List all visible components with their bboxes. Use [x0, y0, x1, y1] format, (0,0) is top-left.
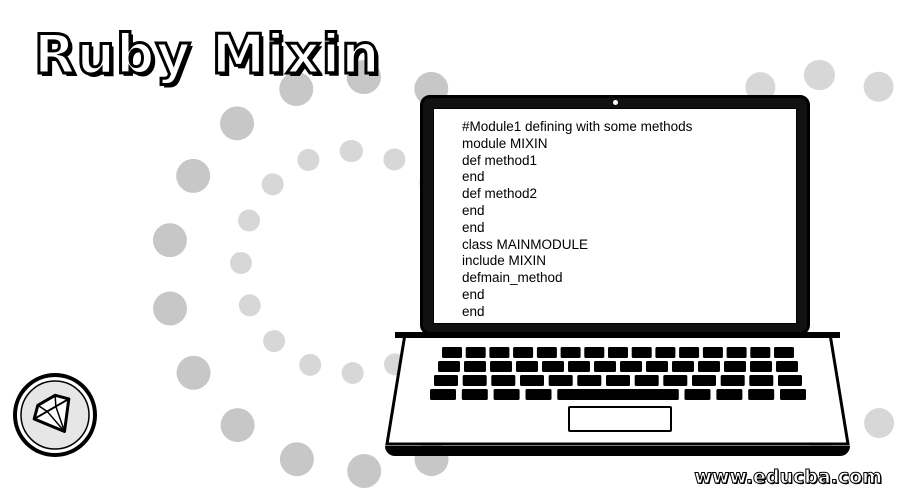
- laptop-base-edge: [385, 446, 850, 456]
- keyboard-key: [594, 361, 616, 372]
- keyboard-key: [750, 361, 772, 372]
- webcam-icon: [613, 100, 618, 105]
- keyboard-key: [720, 375, 745, 386]
- keyboard-key: [516, 361, 538, 372]
- keyboard-key: [542, 361, 564, 372]
- keyboard-key: [608, 347, 628, 358]
- keyboard-key: [520, 375, 544, 386]
- keyboard-key: [655, 347, 676, 358]
- keyboard-key: [780, 389, 806, 400]
- keyboard-key: [750, 347, 771, 358]
- keyboard-key: [646, 361, 668, 372]
- keyboard-key: [489, 347, 510, 358]
- code-line: include MIXIN: [462, 253, 547, 269]
- keyboard-key: [568, 361, 590, 372]
- keyboard-key: [631, 347, 652, 358]
- keyboard-key: [634, 375, 659, 386]
- keyboard-key: [434, 375, 458, 386]
- keyboard-key: [548, 375, 573, 386]
- keyboard-key: [536, 347, 557, 358]
- keyboard-key: [778, 375, 802, 386]
- laptop-touchpad: [568, 406, 672, 432]
- keyboard-key: [461, 389, 488, 400]
- keyboard-key: [464, 361, 486, 372]
- keyboard-key: [749, 375, 774, 386]
- code-line: module MIXIN: [462, 135, 548, 151]
- code-line: end: [462, 202, 485, 218]
- keyboard-key: [748, 389, 775, 400]
- code-line: end: [462, 286, 485, 302]
- keyboard-key: [438, 361, 460, 372]
- keyboard-key: [684, 389, 711, 400]
- keyboard-key: [584, 347, 605, 358]
- keyboard-key: [442, 347, 462, 358]
- code-line: class MAINMODULE: [462, 236, 589, 252]
- keyboard-key: [692, 375, 716, 386]
- keyboard-key: [774, 347, 794, 358]
- code-line: def method1: [462, 152, 538, 168]
- keyboard-key: [606, 375, 630, 386]
- keyboard-key: [491, 375, 516, 386]
- keyboard-key: [493, 389, 520, 400]
- code-line: def method2: [462, 186, 538, 202]
- laptop-lid: #Module1 defining with some methods modu…: [420, 95, 810, 335]
- page-title: Ruby Mixin: [33, 23, 382, 86]
- keyboard-key: [716, 389, 743, 400]
- keyboard-key: [462, 375, 487, 386]
- keyboard-key: [560, 347, 581, 358]
- laptop-keyboard: [430, 347, 806, 400]
- keyboard-key: [776, 361, 798, 372]
- code-line: defmain_method: [462, 270, 563, 286]
- keyboard-key: [577, 375, 602, 386]
- keyboard-key: [724, 361, 746, 372]
- keyboard-key: [620, 361, 642, 372]
- code-line: end: [462, 303, 485, 319]
- keyboard-key: [672, 361, 694, 372]
- keyboard-key: [663, 375, 688, 386]
- code-line: end: [462, 169, 485, 185]
- keyboard-key: [557, 389, 679, 400]
- keyboard-key: [698, 361, 720, 372]
- keyboard-key: [513, 347, 534, 358]
- keyboard-key: [430, 389, 456, 400]
- ruby-gem-icon: [13, 373, 97, 457]
- keyboard-key: [702, 347, 723, 358]
- code-line: end: [462, 219, 485, 235]
- keyboard-key: [726, 347, 747, 358]
- keyboard-key: [679, 347, 700, 358]
- keyboard-key: [465, 347, 486, 358]
- site-watermark: www.educba.com: [694, 466, 883, 489]
- keyboard-key: [525, 389, 552, 400]
- code-line: #Module1 defining with some methods: [462, 119, 693, 134]
- keyboard-key: [490, 361, 512, 372]
- laptop-screen: #Module1 defining with some methods modu…: [433, 108, 797, 324]
